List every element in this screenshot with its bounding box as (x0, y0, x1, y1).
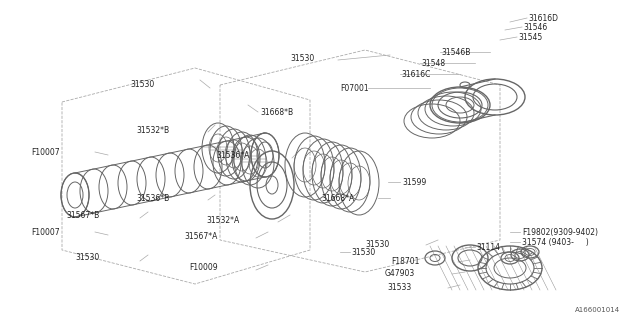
Text: 31567*B: 31567*B (67, 211, 100, 220)
Text: 31546: 31546 (523, 22, 547, 31)
Text: 31114: 31114 (476, 243, 500, 252)
Text: 31536*A: 31536*A (216, 150, 250, 159)
Text: F19802(9309-9402): F19802(9309-9402) (522, 228, 598, 236)
Text: 31616C: 31616C (401, 69, 430, 78)
Text: 31533: 31533 (388, 283, 412, 292)
Text: 31530: 31530 (290, 53, 314, 62)
Text: F10007: F10007 (31, 228, 60, 236)
Text: 31567*A: 31567*A (184, 231, 218, 241)
Text: F10007: F10007 (31, 148, 60, 156)
Text: F10009: F10009 (189, 263, 218, 273)
Text: G47903: G47903 (385, 268, 415, 277)
Text: 31545: 31545 (518, 33, 542, 42)
Text: 31616D: 31616D (528, 13, 558, 22)
Text: 31530: 31530 (365, 239, 390, 249)
Text: 31546B: 31546B (441, 47, 470, 57)
Text: 31536*B: 31536*B (137, 194, 170, 203)
Text: F07001: F07001 (340, 84, 369, 92)
Text: 31532*A: 31532*A (207, 215, 240, 225)
Text: 31668*A: 31668*A (322, 194, 355, 203)
Text: A166001014: A166001014 (575, 307, 620, 313)
Text: 31599: 31599 (402, 178, 426, 187)
Text: 31668*B: 31668*B (260, 108, 293, 116)
Text: 31530: 31530 (131, 79, 155, 89)
Text: 31532*B: 31532*B (137, 125, 170, 134)
Text: F18701: F18701 (392, 257, 420, 266)
Text: 31574 (9403-     ): 31574 (9403- ) (522, 237, 589, 246)
Text: 31530: 31530 (351, 247, 375, 257)
Text: 31548: 31548 (421, 59, 445, 68)
Text: 31530: 31530 (76, 253, 100, 262)
